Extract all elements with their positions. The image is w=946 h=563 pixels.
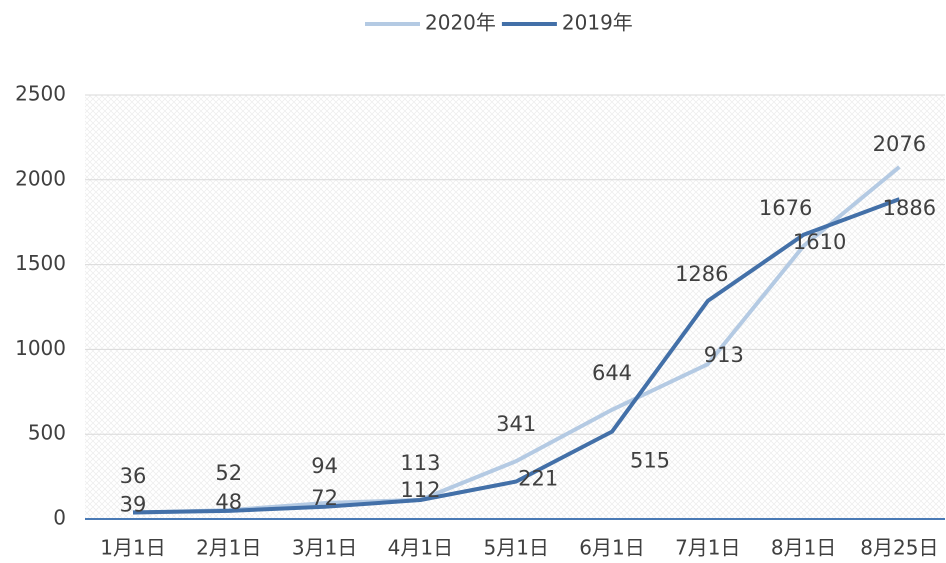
data-label: 112 — [400, 478, 440, 502]
data-label: 52 — [215, 461, 242, 485]
data-label: 341 — [496, 412, 536, 436]
x-tick-label: 2月1日 — [196, 536, 261, 560]
data-label: 1886 — [883, 196, 936, 220]
y-tick-label: 2500 — [15, 82, 66, 106]
y-tick-label: 2000 — [15, 166, 66, 190]
legend-label: 2020年 — [425, 11, 496, 35]
data-label: 2076 — [873, 132, 926, 156]
y-tick-label: 1000 — [15, 336, 66, 360]
data-label: 113 — [400, 451, 440, 475]
data-label: 644 — [592, 361, 632, 385]
data-label: 221 — [518, 467, 558, 491]
data-label: 94 — [311, 454, 338, 478]
x-tick-label: 4月1日 — [388, 536, 453, 560]
plot-area — [85, 95, 945, 519]
line-series — [132, 197, 901, 515]
x-tick-label: 6月1日 — [579, 536, 644, 560]
y-tick-label: 500 — [28, 421, 66, 445]
data-label: 48 — [215, 490, 242, 514]
x-tick-label: 7月1日 — [675, 536, 740, 560]
data-label: 1676 — [759, 196, 812, 220]
x-tick-label: 3月1日 — [292, 536, 357, 560]
x-tick-label: 8月25日 — [860, 536, 938, 560]
data-label: 515 — [630, 449, 670, 473]
data-label: 39 — [120, 492, 147, 516]
x-tick-label: 8月1日 — [771, 536, 836, 560]
y-tick-label: 0 — [53, 506, 66, 530]
x-tick-label: 5月1日 — [483, 536, 548, 560]
data-label: 1610 — [793, 230, 846, 254]
data-label: 72 — [311, 486, 338, 510]
y-tick-label: 1500 — [15, 251, 66, 275]
data-label: 913 — [704, 343, 744, 367]
data-label: 36 — [120, 464, 147, 488]
legend-label: 2019年 — [562, 11, 633, 35]
data-label: 1286 — [675, 262, 728, 286]
x-tick-label: 1月1日 — [100, 536, 165, 560]
